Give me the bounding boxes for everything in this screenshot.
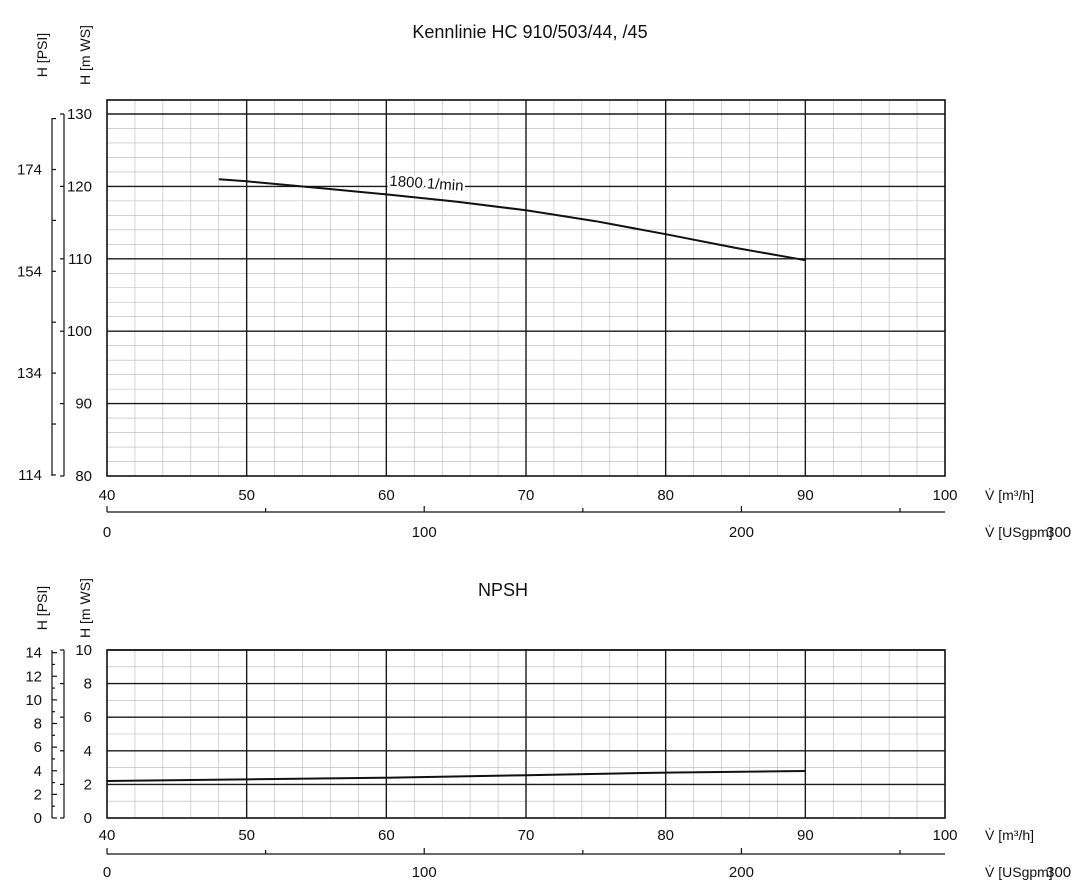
chart2-y2-tick-label: 2: [34, 786, 42, 803]
chart2-x2-axis-label: V̇ [USgpm]: [985, 864, 1053, 880]
chart1-x2-tick-label: 0: [103, 524, 111, 541]
chart2-y-tick-label: 10: [75, 642, 92, 659]
chart1-y-tick-label: 110: [68, 251, 92, 268]
chart1-series-label: 1800 1/min: [389, 173, 464, 195]
chart1-x-tick-label: 70: [518, 487, 535, 504]
chart1-x-tick-label: 80: [657, 487, 674, 504]
chart2-y-axis-label: H [m WS]: [77, 578, 93, 638]
chart2-x-tick-label: 80: [657, 827, 674, 844]
chart2-x-tick-label: 70: [518, 827, 535, 844]
chart1-x2-axis-label: V̇ [USgpm]: [985, 524, 1053, 540]
chart1-x-tick-label: 90: [797, 487, 814, 504]
chart1-y2-axis-label: H [PSI]: [34, 33, 50, 77]
chart1-x2-tick-label: 300: [1046, 524, 1071, 541]
chart2-y-tick-label: 2: [84, 776, 92, 793]
chart1-y-tick-label: 100: [67, 323, 92, 340]
chart1-y2-tick-label: 114: [18, 467, 42, 484]
chart1-x2-tick-label: 200: [729, 524, 754, 541]
chart1-y-tick-label: 90: [75, 396, 92, 413]
chart2-y2-tick-label: 6: [34, 739, 42, 756]
chart2-y-tick-label: 0: [84, 810, 92, 827]
chart2-y2-tick-label: 12: [25, 668, 42, 685]
chart2-y-tick-label: 6: [84, 709, 92, 726]
chart1-title: Kennlinie HC 910/503/44, /45: [412, 22, 647, 42]
chart2-x2-tick-label: 100: [412, 864, 437, 881]
chart1-x-tick-label: 60: [378, 487, 395, 504]
chart1-y-tick-label: 130: [67, 106, 92, 123]
chart2-x-tick-label: 90: [797, 827, 814, 844]
chart2-series-line-1: [106, 770, 806, 782]
chart2-x-tick-label: 60: [378, 827, 395, 844]
chart2-y-tick-label: 4: [84, 743, 92, 760]
chart2-x-tick-label: 100: [932, 827, 957, 844]
chart2-x2-tick-label: 300: [1046, 864, 1071, 881]
chart2-x-axis-label: V̇ [m³/h]: [985, 827, 1034, 843]
chart2-title: NPSH: [478, 580, 528, 600]
chart1-x2-tick-label: 100: [412, 524, 437, 541]
chart2-x-tick-label: 50: [238, 827, 255, 844]
chart2-x2-tick-label: 200: [729, 864, 754, 881]
chart1-x-tick-label: 40: [99, 487, 116, 504]
chart2-y2-tick-label: 14: [25, 645, 42, 662]
chart2-y2-tick-label: 8: [34, 716, 42, 733]
chart1-y-tick-label: 80: [75, 468, 92, 485]
chart2-y2-tick-label: 10: [25, 692, 42, 709]
chart1-series-line-1: [218, 178, 806, 262]
chart1-y2-tick-label: 174: [17, 162, 42, 179]
chart2-x2-tick-label: 0: [103, 864, 111, 881]
chart1-y-axis-label: H [m WS]: [77, 25, 93, 85]
chart2-x-tick-label: 40: [99, 827, 116, 844]
chart1-x-axis-label: V̇ [m³/h]: [985, 487, 1034, 503]
chart1-plot-frame: [106, 99, 946, 477]
chart2-y2-tick-label: 4: [34, 763, 42, 780]
chart1-x-tick-label: 50: [238, 487, 255, 504]
chart1-y2-tick-label: 154: [17, 263, 42, 280]
chart1-y-tick-label: 120: [67, 178, 92, 195]
chart2-y-tick-label: 8: [84, 676, 92, 693]
chart1-y2-tick-label: 134: [17, 365, 42, 382]
chart2-plot-frame: [106, 649, 946, 819]
chart2-y2-tick-label: 0: [34, 810, 42, 827]
chart1-x-tick-label: 100: [932, 487, 957, 504]
chart2-y2-axis-label: H [PSI]: [34, 586, 50, 630]
